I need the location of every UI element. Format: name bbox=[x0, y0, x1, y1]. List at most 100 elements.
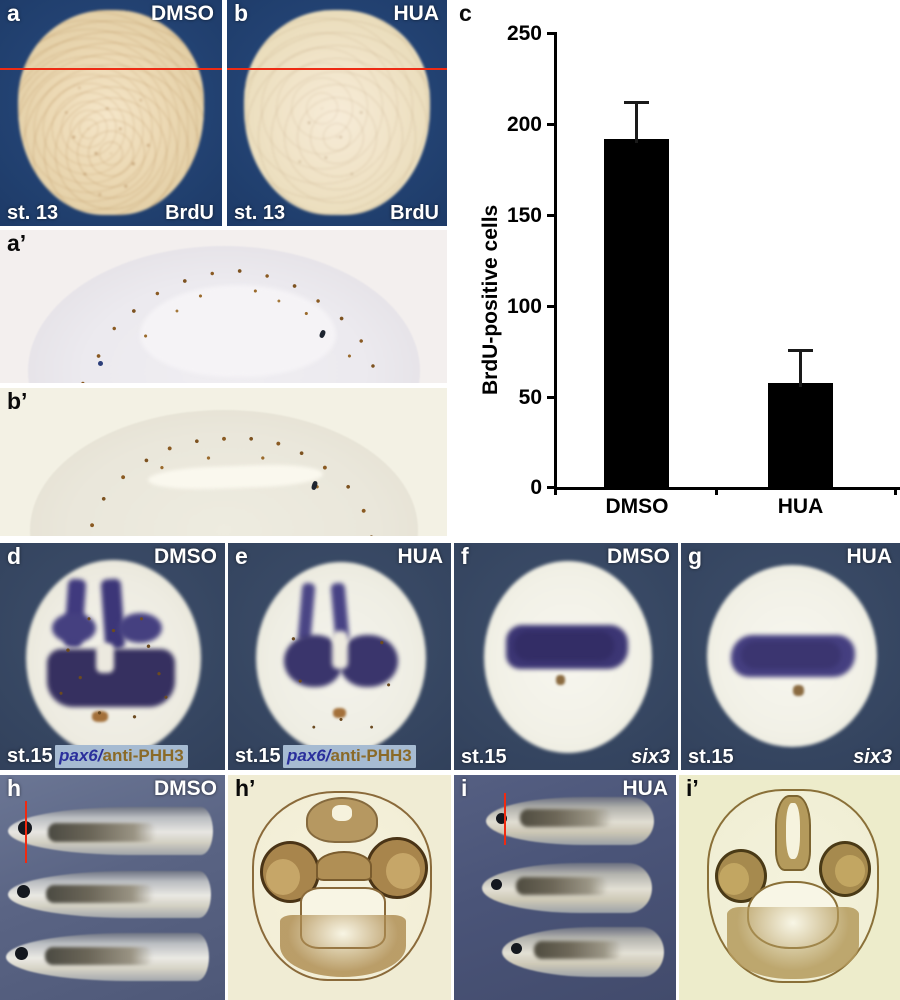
antibody-name-d: anti-PHH3 bbox=[102, 746, 184, 766]
panel-label-a-prime: a’ bbox=[7, 230, 27, 256]
panel-i: i HUA bbox=[454, 775, 676, 1000]
treatment-label-b: HUA bbox=[393, 2, 440, 25]
panel-label-c: c bbox=[459, 0, 472, 26]
tadpole-3-eye-h bbox=[15, 947, 28, 960]
panel-label-d: d bbox=[7, 543, 22, 569]
panel-label-b-prime: b’ bbox=[7, 388, 28, 414]
brdu-nuclei-a-prime bbox=[28, 246, 420, 383]
y-tick-label-250: 250 bbox=[506, 22, 542, 45]
panel-e: e HUA st.15 pax6/anti-PHH3 bbox=[228, 543, 451, 770]
pigment-spot-g bbox=[793, 685, 804, 696]
panel-label-a: a bbox=[7, 0, 20, 26]
treatment-label-e: HUA bbox=[397, 545, 444, 568]
y-tick-mark-150 bbox=[547, 214, 554, 217]
brdu-nuclei-b-prime bbox=[30, 410, 418, 536]
panel-i-prime: i’ bbox=[679, 775, 900, 1000]
tadpole-2-eye-h bbox=[17, 885, 30, 898]
treatment-label-i: HUA bbox=[622, 777, 669, 800]
panel-b: b HUA st. 13 BrdU bbox=[227, 0, 447, 226]
embryo-a bbox=[18, 10, 204, 215]
tadpole-2-pigment-h bbox=[46, 885, 154, 903]
error-bar-cap-dmso bbox=[624, 101, 649, 104]
antibody-name-e: anti-PHH3 bbox=[330, 746, 412, 766]
x-tick-mark-mid bbox=[715, 487, 718, 495]
panel-f: f DMSO st.15 six3 bbox=[454, 543, 678, 770]
panel-g: g HUA st.15 six3 bbox=[681, 543, 900, 770]
tadpole-1-pigment-i bbox=[520, 809, 612, 827]
gene-label-box-d: pax6/anti-PHH3 bbox=[55, 745, 188, 768]
x-axis-line bbox=[554, 487, 900, 490]
debris-spot-a-prime bbox=[98, 361, 103, 366]
panel-a-prime: a’ bbox=[0, 230, 447, 383]
error-bar-stem-dmso bbox=[635, 103, 638, 143]
error-bar-stem-hua bbox=[799, 351, 802, 387]
y-tick-mark-0 bbox=[547, 486, 554, 489]
bar-hua bbox=[768, 383, 833, 487]
treatment-label-h: DMSO bbox=[154, 777, 217, 800]
panel-label-h: h bbox=[7, 775, 22, 801]
stage-label-g: st.15 bbox=[688, 746, 734, 768]
panel-h-prime: h’ bbox=[228, 775, 451, 1000]
treatment-label-d: DMSO bbox=[154, 545, 217, 568]
x-category-label-hua: HUA bbox=[777, 495, 824, 518]
tadpole-1-eye-i bbox=[496, 813, 507, 824]
stage-label-b: st. 13 bbox=[234, 202, 286, 224]
section-plane-line-b bbox=[227, 68, 447, 70]
tadpole-3-eye-i bbox=[511, 943, 522, 954]
panel-label-f: f bbox=[461, 543, 469, 569]
neural-lumen-i-prime bbox=[786, 803, 800, 859]
brain-ventricle-h-prime bbox=[332, 805, 352, 821]
pharynx-h-prime bbox=[316, 851, 372, 881]
panel-label-i-prime: i’ bbox=[686, 775, 699, 801]
x-tick-mark-left bbox=[554, 487, 557, 495]
panel-d: d DMSO st.15 pax6/anti-PHH3 bbox=[0, 543, 225, 770]
gene-label-g: six3 bbox=[853, 746, 892, 768]
ventral-tissue-i-prime bbox=[727, 907, 859, 979]
lens-left-h-prime bbox=[266, 859, 300, 895]
y-tick-mark-200 bbox=[547, 123, 554, 126]
y-tick-label-0: 0 bbox=[530, 476, 542, 499]
section-plane-line-a bbox=[0, 68, 222, 70]
y-tick-label-50: 50 bbox=[518, 386, 542, 409]
panel-c-chart: c BrdU-positive cells 250 200 150 100 50… bbox=[452, 0, 900, 536]
treatment-label-a: DMSO bbox=[151, 2, 214, 25]
bar-dmso bbox=[604, 139, 669, 487]
phh3-dots-e bbox=[256, 562, 426, 754]
panel-label-i: i bbox=[461, 775, 468, 801]
phh3-dots-d bbox=[26, 560, 201, 756]
panel-label-b: b bbox=[234, 0, 249, 26]
brdu-dots-b bbox=[244, 10, 430, 215]
panel-b-prime: b’ bbox=[0, 388, 447, 536]
pigment-spot-f bbox=[556, 675, 565, 685]
error-bar-cap-hua bbox=[788, 349, 813, 352]
panel-label-e: e bbox=[235, 543, 248, 569]
y-tick-label-150: 150 bbox=[506, 204, 542, 227]
x-category-label-dmso: DMSO bbox=[605, 495, 669, 518]
lens-right-h-prime bbox=[386, 853, 420, 889]
stage-label-a: st. 13 bbox=[7, 202, 59, 224]
stage-label-e: st.15 bbox=[235, 745, 281, 767]
embryo-b bbox=[244, 10, 430, 215]
tadpole-1-pigment-h bbox=[48, 823, 156, 842]
lens-right-i-prime bbox=[835, 855, 865, 887]
tadpole-3-pigment-i bbox=[534, 941, 622, 959]
forebrain-h-prime bbox=[306, 797, 378, 843]
ventral-tissue-h-prime bbox=[280, 915, 406, 977]
gene-name-d: pax6/ bbox=[59, 746, 103, 766]
panel-label-g: g bbox=[688, 543, 703, 569]
marker-label-b: BrdU bbox=[390, 202, 439, 224]
panel-a: a DMSO st. 13 BrdU bbox=[0, 0, 222, 226]
y-tick-mark-250 bbox=[547, 32, 554, 35]
tadpole-3-pigment-h bbox=[45, 947, 153, 965]
section-plane-line-h bbox=[25, 801, 27, 863]
panel-h: h DMSO bbox=[0, 775, 225, 1000]
gene-label-box-e: pax6/anti-PHH3 bbox=[283, 745, 416, 768]
six3-band-core-f bbox=[514, 631, 614, 661]
y-tick-label-100: 100 bbox=[506, 295, 542, 318]
stage-label-f: st.15 bbox=[461, 746, 507, 768]
brdu-dots-a bbox=[18, 10, 204, 215]
treatment-label-f: DMSO bbox=[607, 545, 670, 568]
lens-left-i-prime bbox=[719, 863, 749, 895]
gene-label-f: six3 bbox=[631, 746, 670, 768]
